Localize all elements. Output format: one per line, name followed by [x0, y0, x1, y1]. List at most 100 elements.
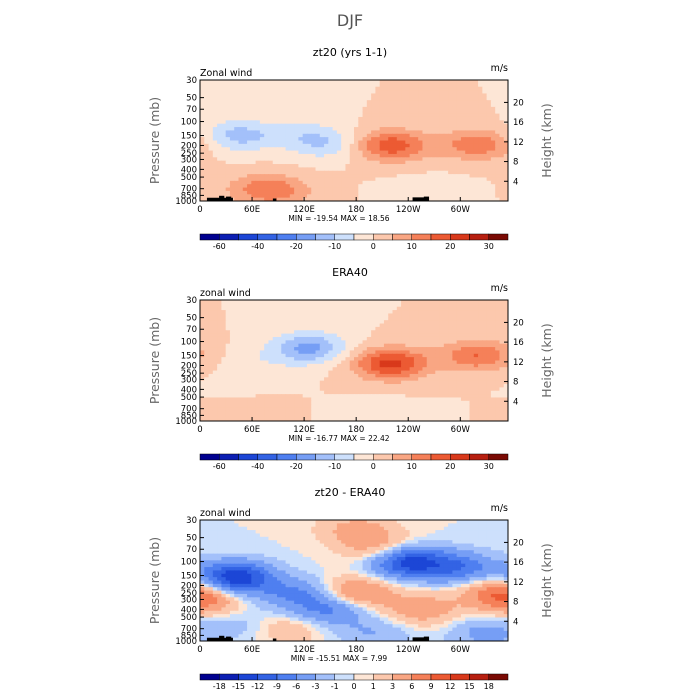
- contour-cell: [217, 100, 222, 105]
- contour-cell: [362, 83, 368, 88]
- contour-cell: [264, 360, 269, 365]
- contour-cell: [234, 384, 239, 388]
- contour-cell: [221, 320, 227, 325]
- contour-cell: [217, 300, 222, 304]
- contour-cell: [306, 373, 312, 378]
- contour-cell: [443, 164, 449, 168]
- contour-cell: [212, 400, 218, 405]
- contour-cell: [319, 86, 325, 91]
- contour-cell: [379, 363, 385, 368]
- contour-cell: [358, 90, 364, 94]
- contour-cell: [452, 110, 458, 115]
- contour-cell: [354, 350, 359, 355]
- contour-cell: [405, 323, 411, 328]
- contour-cell: [392, 167, 398, 172]
- contour-cell: [285, 137, 291, 141]
- contour-cell: [315, 83, 321, 88]
- contour-cell: [362, 384, 368, 388]
- contour-cell: [490, 157, 496, 162]
- contour-cell: [332, 310, 338, 314]
- contour-cell: [298, 177, 304, 182]
- contour-cell: [324, 387, 329, 392]
- contour-cell: [503, 174, 509, 178]
- contour-cell: [478, 330, 483, 335]
- contour-cell: [294, 140, 299, 145]
- contour-cell: [229, 407, 235, 412]
- contour-cell: [324, 113, 329, 118]
- contour-cell: [289, 187, 295, 192]
- contour-cell: [234, 343, 239, 348]
- contour-cell: [469, 167, 475, 172]
- contour-cell: [409, 86, 415, 91]
- contour-cell: [460, 187, 466, 192]
- contour-cell: [272, 310, 278, 314]
- contour-cell: [251, 100, 257, 105]
- contour-cell: [503, 404, 509, 409]
- contour-cell: [366, 400, 372, 405]
- contour-cell: [311, 130, 316, 135]
- contour-cell: [409, 330, 415, 335]
- contour-cell: [358, 177, 364, 182]
- contour-cell: [306, 343, 312, 348]
- contour-cell: [234, 116, 239, 121]
- contour-cell: [281, 380, 287, 385]
- contour-cell: [439, 143, 445, 148]
- contour-cell: [426, 310, 432, 314]
- contour-cell: [217, 123, 222, 128]
- contour-cell: [422, 194, 428, 199]
- contour-cell: [204, 147, 210, 152]
- contour-cell: [503, 123, 509, 128]
- contour-cell: [212, 407, 218, 412]
- contour-cell: [315, 170, 321, 175]
- contour-cell: [294, 127, 299, 131]
- contour-cell: [255, 93, 261, 98]
- contour-cell: [238, 197, 244, 202]
- contour-cell: [426, 120, 432, 125]
- contour-cell: [315, 330, 321, 335]
- contour-cell: [435, 333, 441, 338]
- contour-cell: [332, 157, 338, 162]
- contour-cell: [208, 127, 214, 131]
- contour-cell: [490, 150, 496, 155]
- contour-cell: [341, 333, 346, 338]
- contour-cell: [354, 370, 359, 375]
- contour-cell: [499, 350, 505, 355]
- contour-cell: [495, 384, 500, 388]
- contour-cell: [200, 320, 205, 325]
- contour-cell: [264, 116, 269, 121]
- contour-cell: [302, 353, 308, 358]
- contour-cell: [486, 370, 492, 375]
- contour-cell: [486, 340, 492, 345]
- contour-cell: [336, 137, 342, 141]
- contour-cell: [259, 340, 265, 345]
- contour-cell: [268, 113, 274, 118]
- contour-cell: [375, 106, 381, 111]
- contour-cell: [418, 133, 423, 138]
- contour-cell: [426, 103, 432, 108]
- contour-cell: [435, 320, 441, 325]
- contour-cell: [336, 116, 342, 121]
- contour-cell: [388, 170, 393, 175]
- contour-cell: [349, 153, 355, 158]
- contour-cell: [229, 113, 235, 118]
- contour-cell: [388, 306, 393, 311]
- contour-cell: [311, 150, 316, 155]
- contour-cell: [315, 336, 321, 341]
- contour-cell: [452, 380, 458, 385]
- contour-cell: [229, 194, 235, 199]
- contour-cell: [298, 187, 304, 192]
- contour-cell: [259, 90, 265, 94]
- contour-cell: [212, 303, 218, 308]
- contour-cell: [469, 347, 475, 351]
- contour-cell: [392, 137, 398, 141]
- contour-cell: [503, 336, 509, 341]
- contour-cell: [225, 336, 231, 341]
- contour-cell: [465, 326, 470, 331]
- contour-cell: [486, 80, 492, 84]
- contour-cell: [486, 373, 492, 378]
- contour-cell: [418, 336, 423, 341]
- contour-cell: [503, 133, 509, 138]
- contour-cell: [221, 167, 227, 172]
- contour-cell: [255, 177, 261, 182]
- contour-cell: [482, 167, 488, 172]
